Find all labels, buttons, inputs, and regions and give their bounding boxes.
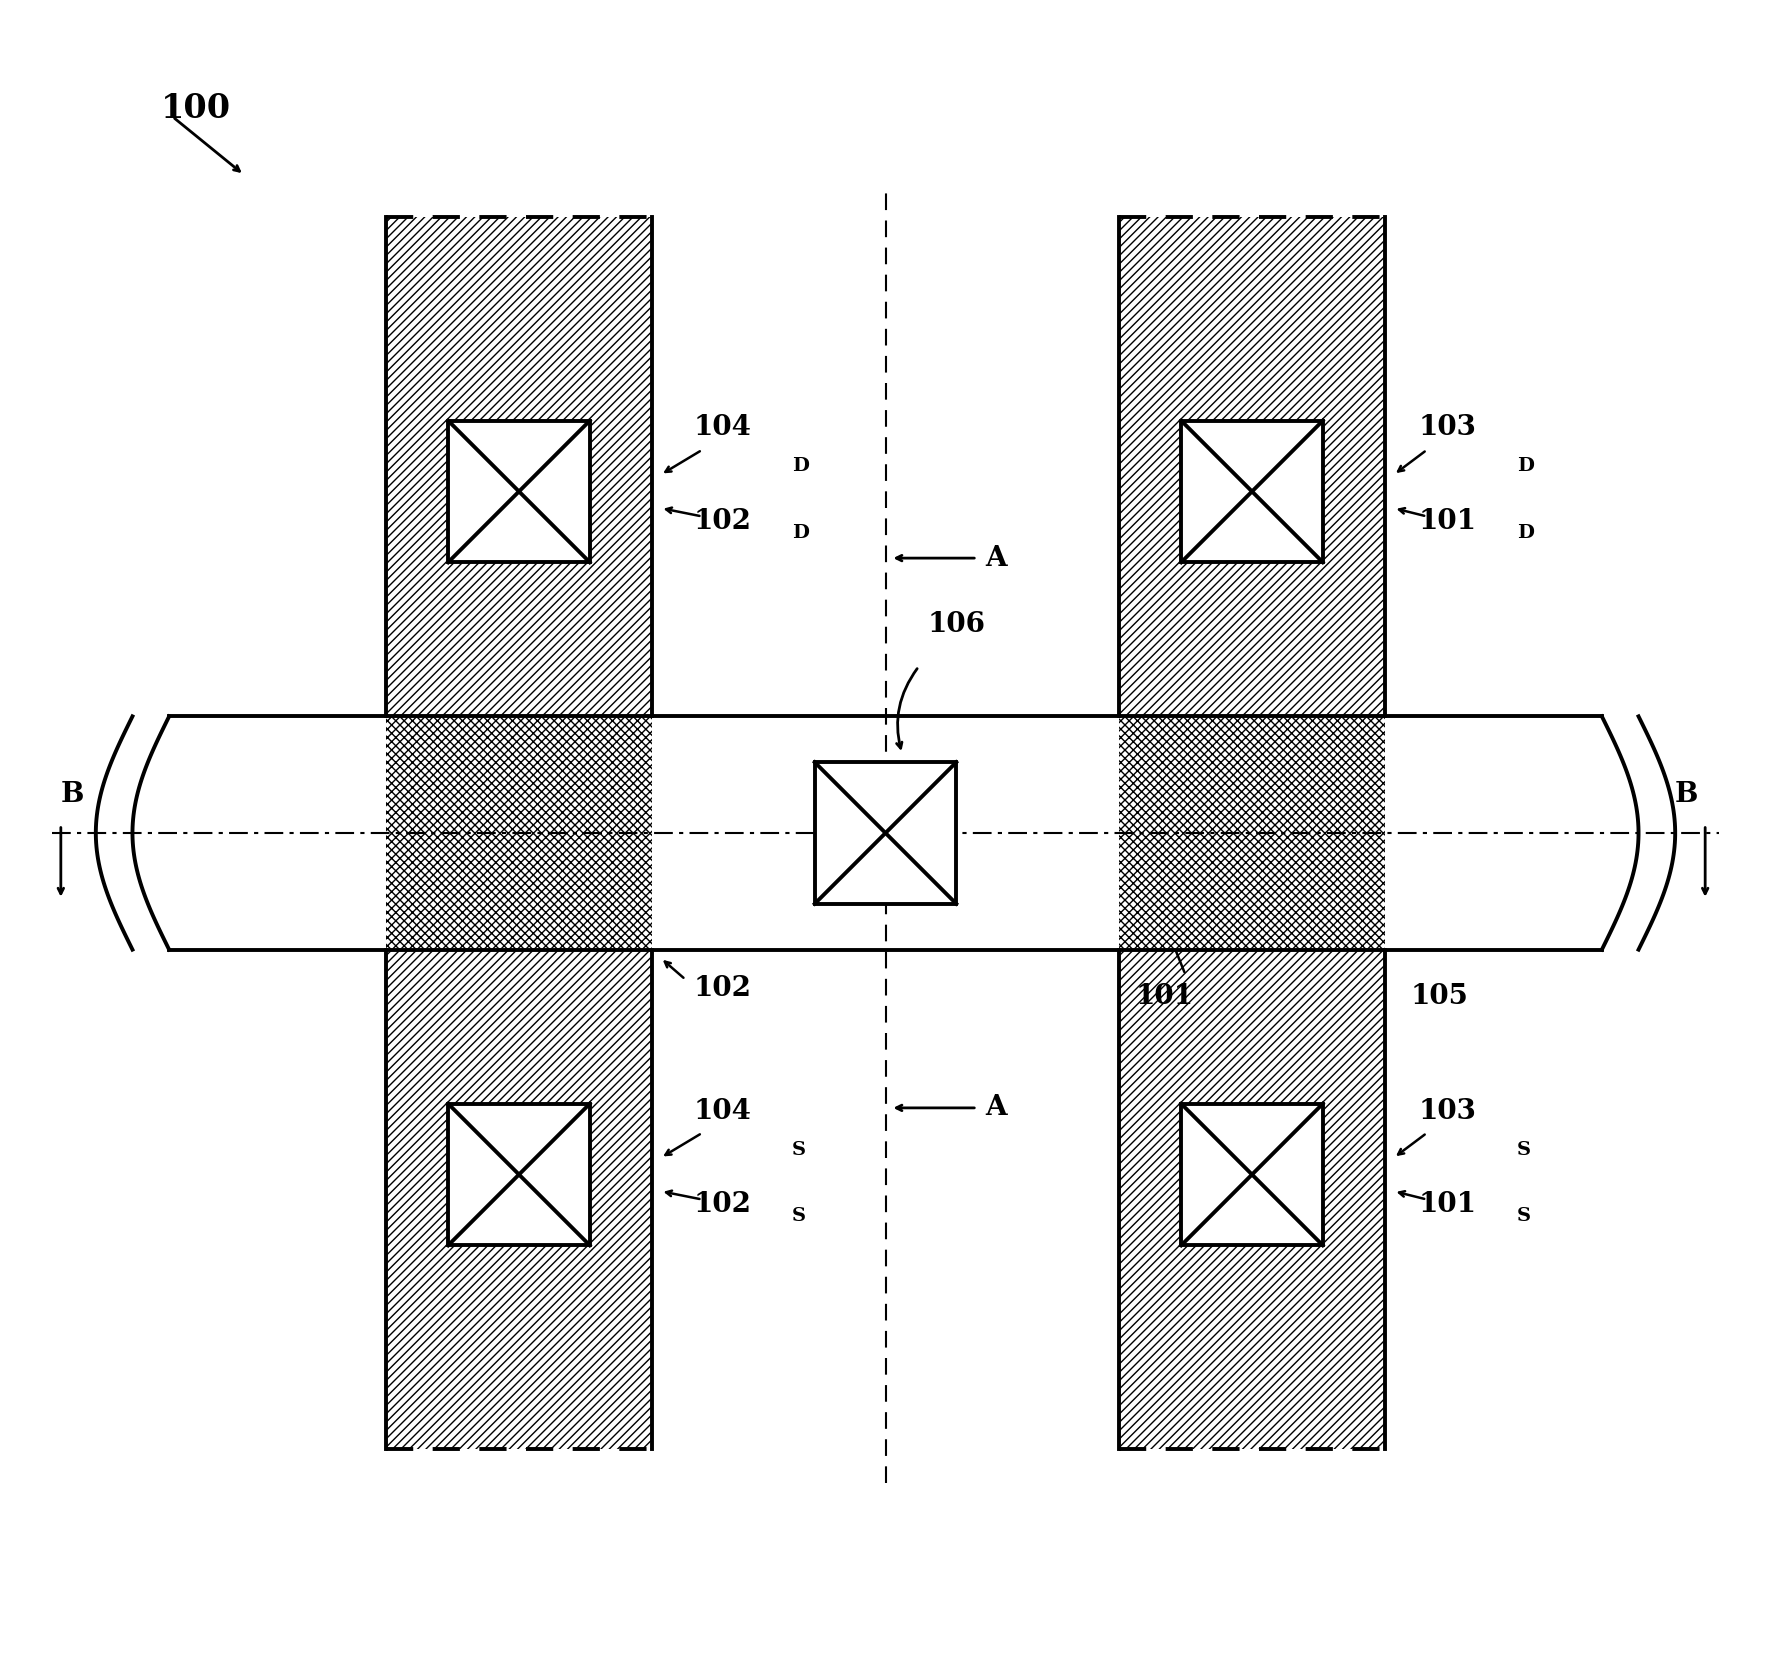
Text: 101: 101 [1419, 1191, 1477, 1218]
Text: D: D [1518, 458, 1534, 475]
Bar [1119, 716, 1385, 950]
Text: A: A [985, 1095, 1008, 1121]
Text: B: B [1675, 781, 1698, 808]
Text: D: D [1518, 525, 1534, 541]
Text: 105: 105 [1410, 983, 1468, 1010]
Text: 102: 102 [694, 1191, 753, 1218]
Text: 100: 100 [161, 92, 230, 125]
Bar [386, 716, 652, 950]
Text: D: D [792, 458, 809, 475]
Text: D: D [792, 525, 809, 541]
Text: 103: 103 [1419, 415, 1477, 441]
Text: S: S [1518, 1141, 1530, 1158]
Text: 101: 101 [1419, 508, 1477, 535]
Bar [1385, 716, 1603, 950]
Bar [1181, 421, 1323, 563]
Text: B: B [60, 781, 85, 808]
Text: 102: 102 [694, 975, 753, 1001]
Bar [1119, 217, 1385, 716]
Text: 104: 104 [694, 415, 751, 441]
Bar [652, 716, 1119, 950]
Bar [386, 217, 652, 716]
Bar [815, 763, 956, 903]
Text: 103: 103 [1419, 1098, 1477, 1125]
Text: 102: 102 [694, 508, 753, 535]
Bar [448, 421, 590, 563]
Bar [448, 1103, 590, 1246]
Bar [168, 716, 386, 950]
Text: 101: 101 [1135, 983, 1194, 1010]
Text: 104: 104 [694, 1098, 751, 1125]
Text: A: A [985, 545, 1008, 571]
Text: S: S [792, 1208, 806, 1225]
Bar [1119, 950, 1385, 1449]
Text: S: S [1518, 1208, 1530, 1225]
Bar [386, 950, 652, 1449]
Text: 106: 106 [928, 611, 985, 638]
Bar [1181, 1103, 1323, 1246]
Text: S: S [792, 1141, 806, 1158]
